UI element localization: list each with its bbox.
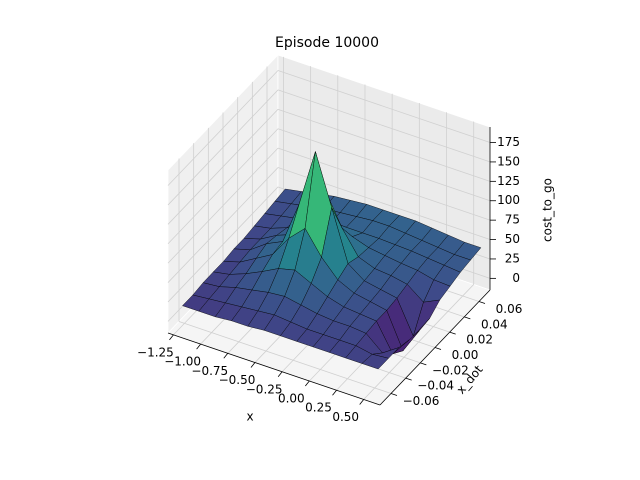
grid-line: [277, 128, 491, 202]
x-tick: [250, 362, 256, 368]
grid-line: [178, 321, 392, 394]
y-tick: [420, 362, 427, 366]
z-tick-label: 25: [505, 251, 520, 265]
z-tick-label: 175: [497, 135, 520, 149]
grid-line: [167, 89, 279, 206]
z-tick-label: 0: [512, 271, 520, 285]
y-tick: [449, 331, 456, 335]
y-tick-label: 0.04: [481, 317, 508, 331]
x-tick: [223, 353, 229, 359]
grid-line: [167, 128, 279, 245]
z-tick-label: 150: [497, 154, 520, 168]
x-tick: [305, 380, 310, 387]
x-tick: [332, 389, 337, 396]
y-tick-label: 0.06: [496, 302, 523, 316]
x-tick: [277, 371, 283, 378]
x-tick: [359, 399, 365, 405]
surface-patch: [361, 354, 389, 370]
y-tick: [405, 377, 412, 381]
y-tick: [434, 347, 442, 350]
y-tick-label: 0.00: [452, 348, 479, 362]
x-tick-label: −1.25: [137, 345, 174, 359]
y-tick: [464, 316, 471, 320]
grid-line: [277, 70, 491, 143]
axis-line: [379, 289, 491, 406]
x-tick: [196, 343, 201, 350]
y-tick: [478, 301, 486, 304]
y-tick-label: −0.02: [432, 363, 469, 377]
x-tick-label: −1.00: [164, 355, 201, 369]
x-axis-label: x: [246, 410, 253, 424]
x-tick-label: −0.50: [219, 373, 256, 387]
x-tick: [169, 334, 174, 341]
x-tick-label: −0.25: [246, 382, 283, 396]
grid-line: [167, 167, 279, 283]
grid-line: [167, 147, 279, 264]
grid-line: [167, 70, 279, 186]
x-tick-label: 0.50: [332, 410, 359, 424]
grid-line: [277, 108, 491, 182]
z-tick-label: 100: [497, 193, 520, 207]
grid-line: [167, 186, 279, 303]
x-tick-label: −0.75: [191, 364, 228, 378]
x-tick-label: 0.25: [305, 401, 332, 415]
grid-line: [167, 109, 279, 225]
z-tick-label: 125: [497, 174, 520, 188]
x-tick-label: 0.00: [278, 392, 305, 406]
z-axis-label: cost_to_go: [541, 178, 555, 242]
y-tick-label: −0.06: [403, 394, 440, 408]
chart-title: Episode 10000: [275, 35, 379, 51]
axis-line: [167, 332, 381, 406]
grid-line: [277, 89, 491, 163]
y-tick: [390, 393, 398, 396]
y-tick-label: −0.04: [417, 379, 454, 393]
y-tick-label: 0.02: [466, 333, 493, 347]
z-tick-label: 75: [505, 213, 520, 227]
z-tick-label: 50: [505, 232, 520, 246]
